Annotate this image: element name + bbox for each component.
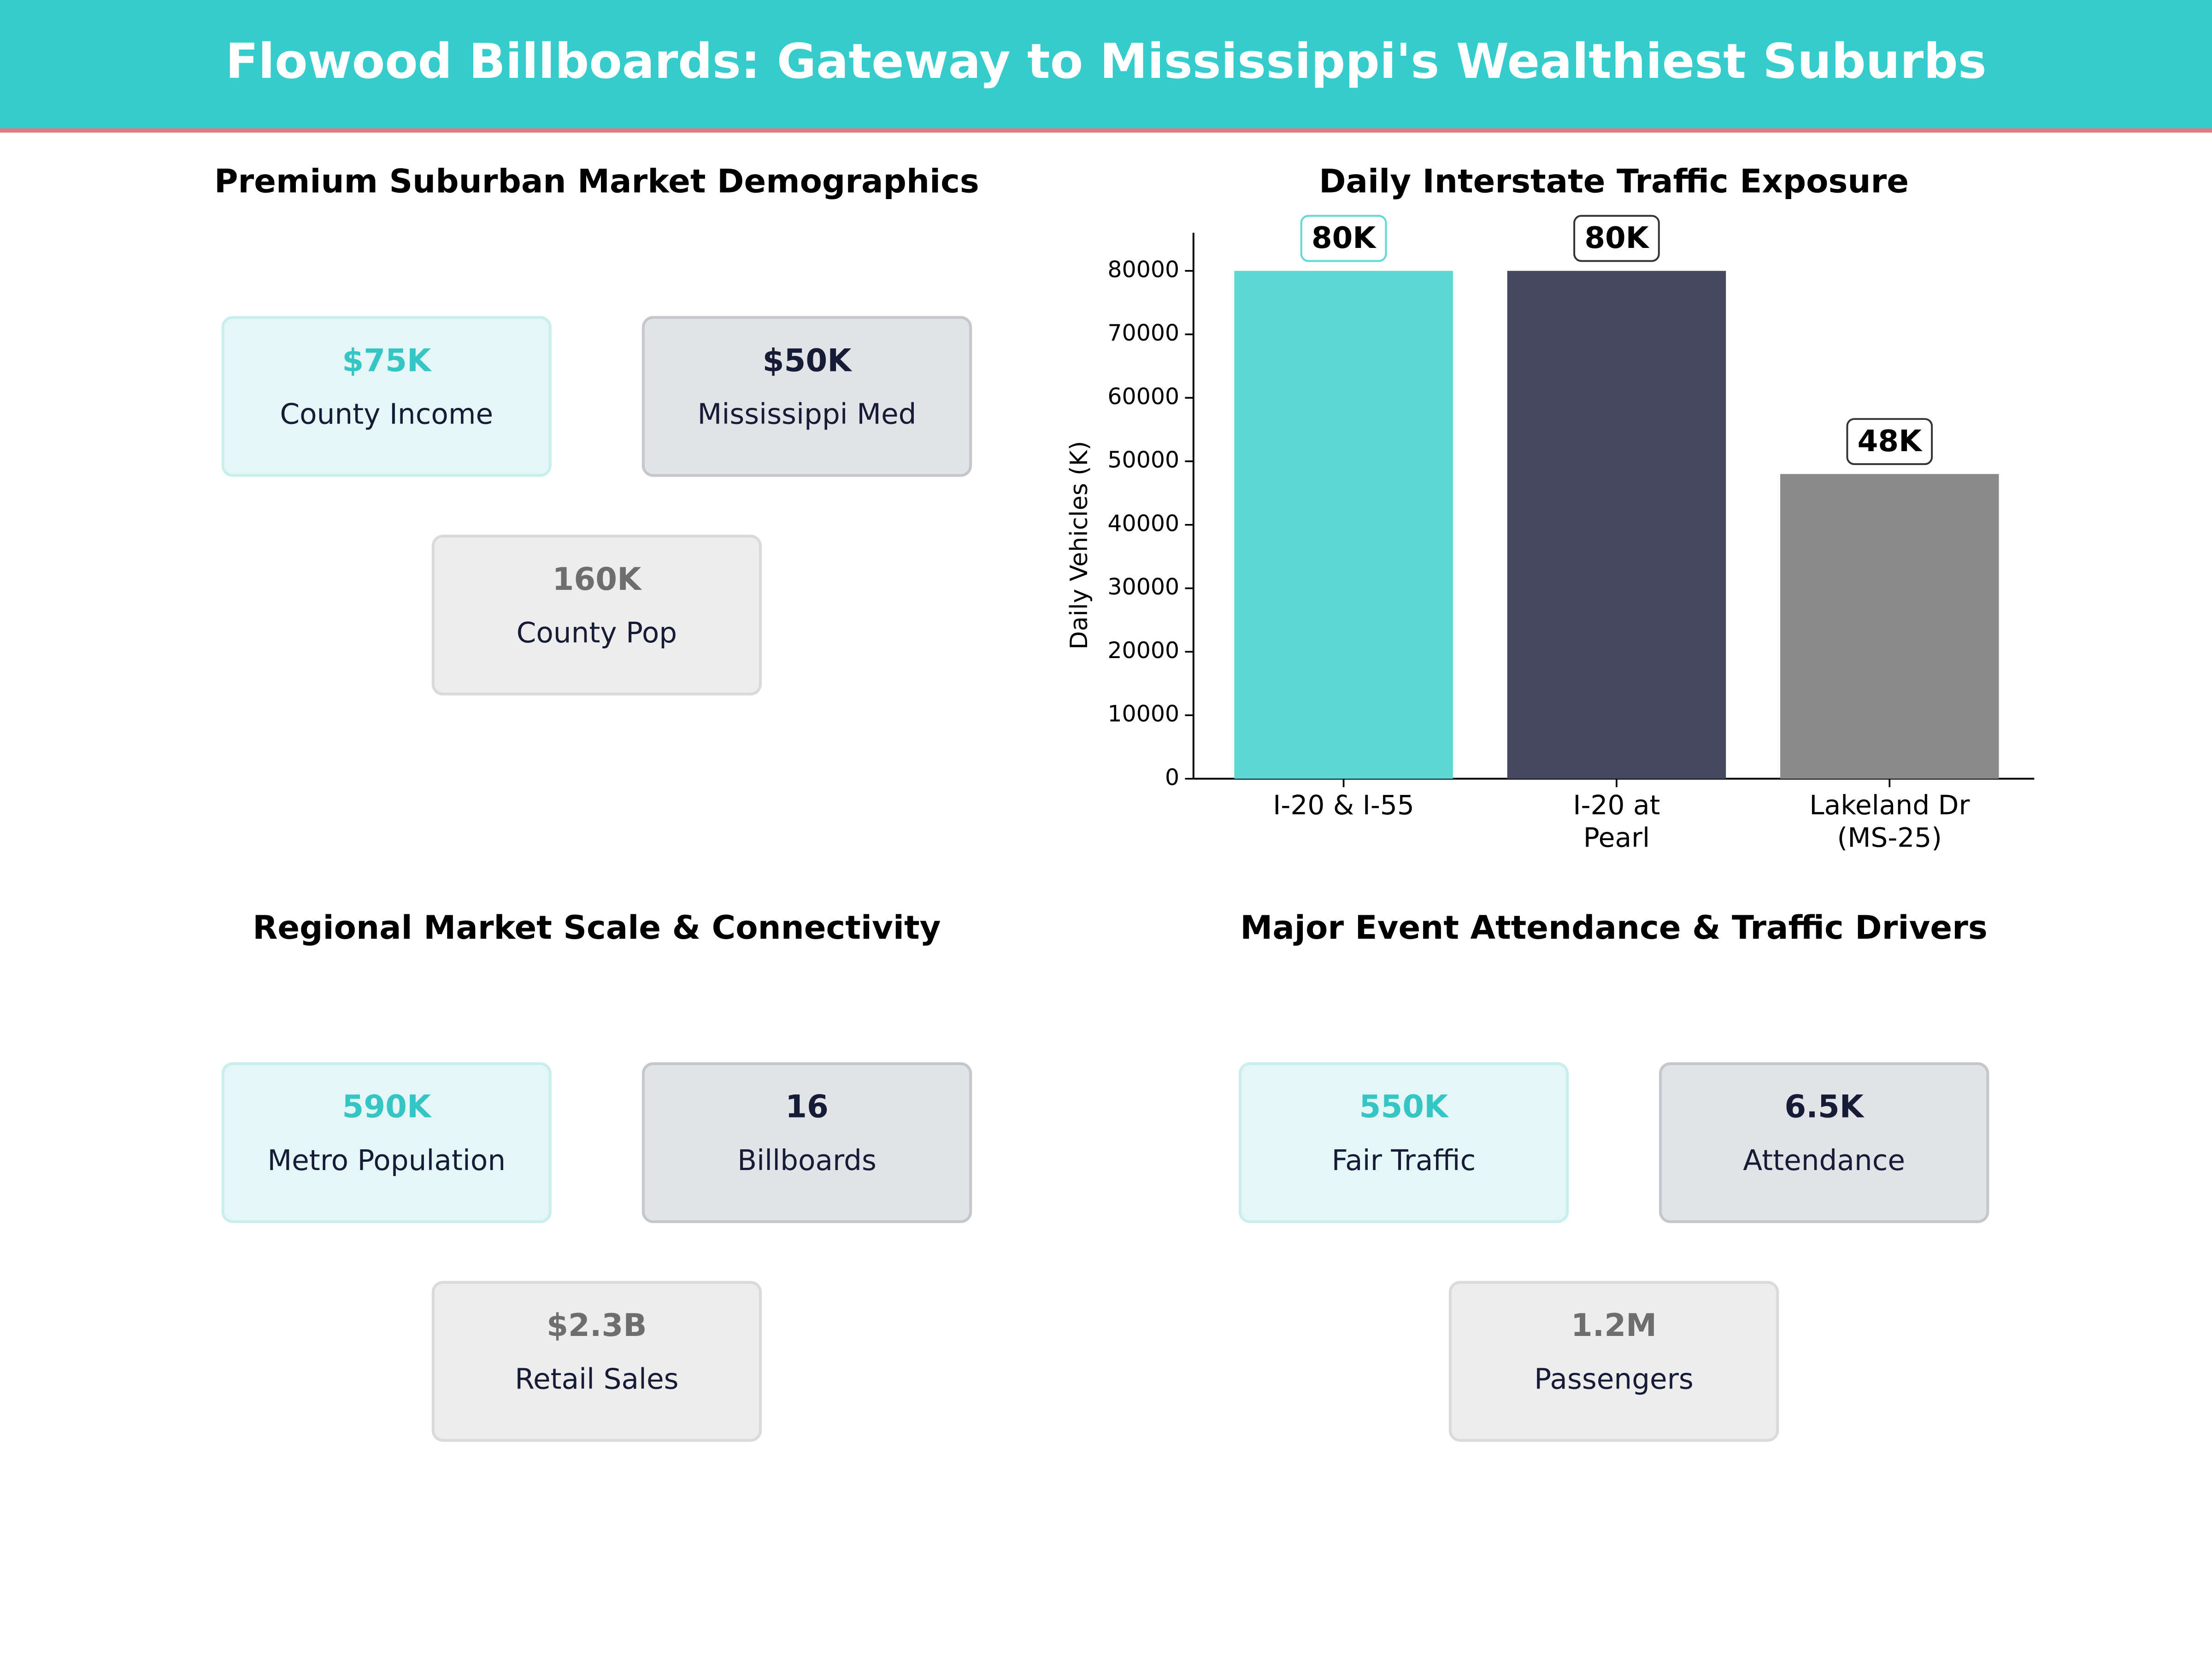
stat-card xyxy=(1659,1062,1989,1224)
stat-value: 6.5K xyxy=(1784,1088,1865,1125)
x-tick-label: Lakeland Dr (MS-25) xyxy=(1809,789,1970,853)
x-tick-label-line: Lakeland Dr xyxy=(1809,789,1970,821)
x-tick-label-line: I-20 & I-55 xyxy=(1273,789,1414,821)
y-tick-label: 80000 xyxy=(1107,256,1179,282)
stat-label: Billboards xyxy=(737,1144,877,1177)
y-tick-label: 20000 xyxy=(1107,637,1179,664)
stat-label: Mississippi Med xyxy=(698,398,917,431)
panel-title: Regional Market Scale & Connectivity xyxy=(253,909,941,947)
stat-card xyxy=(431,1281,762,1442)
x-tick-label: I-20 & I-55 xyxy=(1273,789,1414,821)
stat-label: County Income xyxy=(280,398,493,431)
x-tick-label-line: Pearl xyxy=(1583,822,1650,853)
value-label-box xyxy=(1573,215,1660,262)
stat-card xyxy=(641,316,972,477)
stat-card xyxy=(1238,1062,1569,1224)
stat-value: $2.3B xyxy=(547,1307,647,1343)
stat-value: $75K xyxy=(342,342,432,378)
stat-label: Attendance xyxy=(1743,1144,1905,1177)
stat-card xyxy=(431,535,762,696)
value-label-box xyxy=(1846,418,1933,465)
bar xyxy=(1234,271,1453,779)
stat-card xyxy=(221,316,552,477)
stat-value: 590K xyxy=(342,1088,432,1125)
stat-value: 160K xyxy=(553,561,643,597)
y-tick-label: 70000 xyxy=(1107,320,1179,346)
stat-label: County Pop xyxy=(517,617,677,649)
y-axis-label: Daily Vehicles (K) xyxy=(1065,441,1093,650)
stat-card xyxy=(221,1062,552,1224)
header-bar xyxy=(0,0,2212,130)
value-label: 80K xyxy=(1584,221,1649,255)
y-tick-label: 0 xyxy=(1165,764,1179,790)
page-title: Flowood Billboards: Gateway to Mississip… xyxy=(225,33,1986,89)
y-tick-label: 60000 xyxy=(1107,383,1179,410)
chart-title: Daily Interstate Traffic Exposure xyxy=(1319,162,1909,200)
stat-value: $50K xyxy=(763,342,853,378)
stat-value: 16 xyxy=(785,1088,829,1125)
stat-label: Fair Traffic xyxy=(1332,1144,1476,1177)
stat-value: 550K xyxy=(1359,1088,1450,1125)
value-label: 48K xyxy=(1858,424,1923,459)
header-rule xyxy=(0,128,2212,133)
panel-title: Major Event Attendance & Traffic Drivers xyxy=(1240,909,1987,947)
y-tick-label: 10000 xyxy=(1107,701,1179,727)
stat-label: Metro Population xyxy=(267,1144,506,1177)
stat-label: Retail Sales xyxy=(515,1363,678,1396)
stat-card xyxy=(641,1062,972,1224)
x-tick-label-line: (MS-25) xyxy=(1837,822,1942,853)
y-tick-label: 40000 xyxy=(1107,510,1179,536)
y-tick-label: 50000 xyxy=(1107,447,1179,473)
stat-value: 1.2M xyxy=(1571,1307,1657,1343)
value-label-box xyxy=(1300,215,1387,262)
stat-card xyxy=(1448,1281,1779,1442)
panel-title: Premium Suburban Market Demographics xyxy=(214,162,979,200)
y-tick-label: 30000 xyxy=(1107,574,1179,600)
stat-label: Passengers xyxy=(1534,1363,1694,1396)
bar xyxy=(1507,271,1726,779)
value-label: 80K xyxy=(1312,221,1377,255)
x-tick-label: I-20 at Pearl xyxy=(1573,789,1660,853)
bar xyxy=(1780,474,1999,779)
x-tick-label-line: I-20 at xyxy=(1573,789,1660,821)
